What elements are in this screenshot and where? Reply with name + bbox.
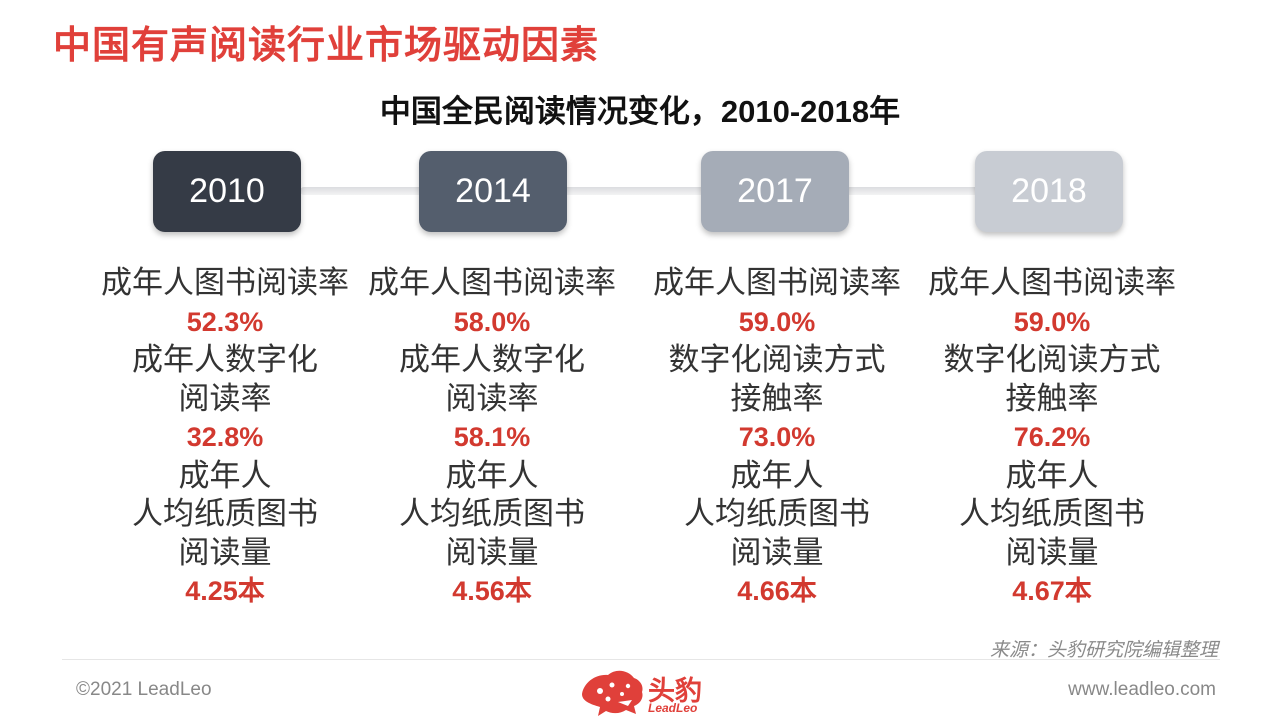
metric-label: 成年人图书阅读率: [368, 265, 616, 300]
metric-label: 成年人: [730, 457, 824, 493]
metric-value: 73.0%: [738, 422, 816, 452]
metric-label: 阅读量: [1005, 534, 1099, 570]
metric-value: 76.2%: [1013, 422, 1091, 452]
metric-label: 成年人数字化: [399, 342, 585, 377]
metric-label: 阅读率: [445, 380, 539, 416]
year-column-2018: 成年人图书阅读率 59.0% 数字化阅读方式 接触率 76.2% 成年人 人均纸…: [912, 264, 1192, 611]
footer-divider: [62, 659, 1220, 660]
metric-value: 58.0%: [453, 306, 531, 337]
year-box-2018: 2018: [975, 151, 1123, 232]
metric-label: 人均纸质图书: [399, 496, 585, 531]
metric-value: 4.25本: [185, 576, 265, 606]
copyright-text: ©2021 LeadLeo: [76, 679, 212, 700]
logo-text: 头豹: [648, 676, 702, 706]
metric-label: 数字化阅读方式: [943, 342, 1161, 377]
metric-label: 人均纸质图书: [132, 496, 318, 531]
metric-value: 58.1%: [453, 422, 531, 452]
metric-label: 成年人图书阅读率: [653, 265, 901, 300]
metric-label: 成年人图书阅读率: [928, 265, 1176, 300]
metric-value: 32.8%: [186, 422, 264, 452]
metric-label: 成年人: [178, 457, 272, 493]
metric-value: 52.3%: [186, 306, 264, 337]
metric-label: 阅读率: [178, 380, 272, 416]
metric-value: 59.0%: [1013, 306, 1091, 337]
year-column-2017: 成年人图书阅读率 59.0% 数字化阅读方式 接触率 73.0% 成年人 人均纸…: [637, 264, 917, 611]
year-box-2017: 2017: [701, 151, 849, 232]
metric-value: 4.66本: [737, 576, 817, 606]
metric-label: 接触率: [1005, 380, 1099, 416]
metric-label: 阅读量: [730, 534, 824, 570]
year-box-2014: 2014: [419, 151, 567, 232]
metric-label: 成年人数字化: [132, 342, 318, 377]
metric-label: 人均纸质图书: [959, 496, 1145, 531]
metric-value: 59.0%: [738, 306, 816, 337]
metric-label: 人均纸质图书: [684, 496, 870, 531]
metric-label: 成年人图书阅读率: [101, 265, 349, 300]
metric-label: 成年人: [445, 457, 539, 493]
logo-subtext: LeadLeo: [648, 701, 698, 715]
timeline-connector: [300, 187, 980, 195]
year-column-2010: 成年人图书阅读率 52.3% 成年人数字化 阅读率 32.8% 成年人 人均纸质…: [85, 264, 365, 611]
year-column-2014: 成年人图书阅读率 58.0% 成年人数字化 阅读率 58.1% 成年人 人均纸质…: [352, 264, 632, 611]
website-link[interactable]: www.leadleo.com: [1068, 679, 1216, 700]
metric-label: 成年人: [1005, 457, 1099, 493]
source-note: 来源：头豹研究院编辑整理: [989, 640, 1218, 661]
metric-label: 阅读量: [178, 534, 272, 570]
page-title: 中国有声阅读行业市场驱动因素: [53, 25, 600, 67]
leopard-head-icon: [582, 670, 643, 716]
year-box-2010: 2010: [153, 151, 301, 232]
metric-label: 阅读量: [445, 534, 539, 570]
metric-label: 数字化阅读方式: [668, 342, 886, 377]
metric-label: 接触率: [730, 380, 824, 416]
metric-value: 4.56本: [452, 576, 532, 606]
chart-subtitle: 中国全民阅读情况变化，2010-2018年: [379, 94, 901, 129]
metric-value: 4.67本: [1012, 576, 1092, 606]
